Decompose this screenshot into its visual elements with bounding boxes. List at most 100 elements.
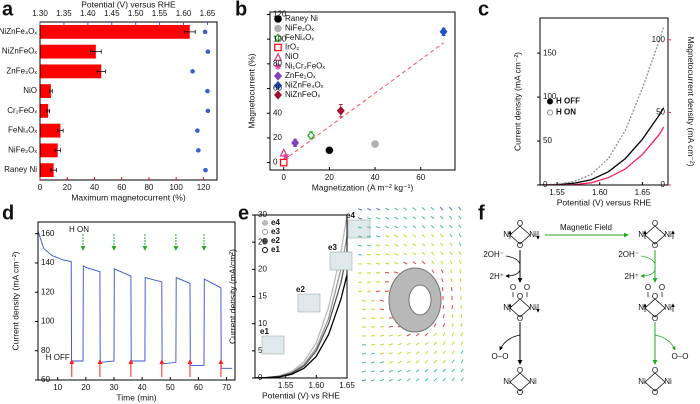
field-arrow [451, 323, 454, 328]
bar [40, 84, 51, 99]
inset [297, 293, 321, 313]
oo-label: O–O [672, 352, 689, 361]
field-arrow [431, 260, 435, 265]
x-tick-label: 0 [38, 183, 43, 192]
x-axis-label: Potential (V) vs RHE [262, 390, 340, 400]
trend-line [283, 42, 444, 161]
field-arrow [379, 361, 384, 364]
field-arrow [403, 207, 408, 211]
field-arrow [460, 377, 464, 382]
potential-dot [203, 167, 208, 173]
field-arrow [406, 342, 411, 346]
category-label: NiO [23, 86, 37, 95]
field-arrow [440, 260, 444, 265]
y-tick-label: 50 [543, 136, 552, 145]
field-arrow [442, 304, 445, 310]
legend-label: NiFe₂Oₓ [285, 24, 314, 33]
field-arrow [388, 361, 393, 364]
x-tick-label: 60 [416, 173, 425, 182]
field-arrow [458, 224, 462, 229]
o-radical: O [524, 283, 530, 292]
y-tick-label: 80 [273, 59, 282, 68]
series-line [540, 107, 665, 185]
field-arrow [433, 332, 437, 337]
magnet-hole [408, 284, 432, 316]
field-arrow [451, 377, 455, 382]
field-arrow [415, 378, 420, 382]
field-arrow [421, 251, 426, 256]
field-arrow [433, 323, 437, 328]
y-tick-label: 100 [41, 317, 55, 326]
field-arrow [451, 341, 455, 346]
field-arrow [460, 332, 464, 337]
field-arrow [394, 252, 399, 256]
potential-dot [195, 128, 200, 133]
o-label: O [652, 314, 658, 323]
field-arrow [449, 233, 453, 238]
potential-dot [205, 108, 211, 114]
field-arrow [406, 360, 411, 364]
field-arrow [403, 252, 408, 256]
o-label: O [652, 241, 658, 250]
y-tick-label: 30 [258, 210, 267, 219]
error-bar [54, 148, 61, 153]
field-arrow [421, 242, 426, 247]
x-tick-label: 40 [90, 183, 99, 192]
error-bar [46, 108, 50, 113]
field-arrow [458, 242, 462, 247]
field-arrow [379, 370, 384, 373]
y-tick-label: 0 [258, 373, 263, 382]
field-arrow [376, 217, 381, 220]
field-arrow [460, 368, 464, 373]
field-arrow [439, 206, 444, 211]
x-tick-label: 1.55 [549, 188, 565, 197]
potential-dot [205, 49, 211, 54]
o-label: O [652, 388, 658, 397]
field-arrow [460, 313, 463, 319]
legend-label: FeNi₄Oₓ [285, 33, 314, 42]
field-arrow [458, 251, 462, 256]
y-tick-label: 10 [258, 319, 267, 328]
ring-bond [644, 225, 666, 245]
field-arrow [424, 378, 429, 382]
legend-label: e4 [271, 218, 280, 227]
field-arrow [440, 269, 444, 274]
field-arrow [366, 253, 372, 256]
ni-label: Ni [638, 230, 646, 239]
o-label: O [652, 219, 658, 228]
o-label: O [517, 241, 523, 250]
field-arrow [415, 369, 420, 373]
field-arrow [388, 378, 393, 382]
legend-marker [274, 80, 282, 91]
y-tick-label: 5 [258, 346, 263, 355]
bar [40, 103, 49, 118]
oh-label: 2OH⁻ [618, 250, 639, 259]
field-arrow [424, 350, 429, 355]
point [325, 146, 334, 155]
field-arrow [449, 260, 453, 265]
y-tick-label: 100 [652, 35, 666, 44]
x-tick-label: 10 [53, 383, 62, 392]
field-arrow [442, 368, 447, 373]
field-arrow [415, 342, 420, 346]
o-label: O [652, 292, 658, 301]
series-line [540, 26, 665, 185]
field-arrow [403, 216, 408, 220]
field-arrow [357, 226, 363, 229]
field-arrow [424, 341, 429, 346]
field-arrow [379, 352, 384, 355]
field-arrow [440, 242, 444, 247]
field-arrow [451, 350, 455, 355]
field-arrow [406, 378, 411, 382]
field-arrow [388, 334, 393, 337]
x-tick-label: 1.65 [200, 9, 216, 18]
field-arrow [397, 342, 402, 346]
panel-label: e [238, 202, 249, 224]
field-arrow [442, 377, 447, 382]
point [291, 138, 300, 148]
ni-label: Ni [638, 303, 646, 312]
x-tick-label: 1.60 [176, 9, 192, 18]
y-tick-label: 60 [273, 84, 282, 93]
field-arrow [412, 261, 417, 265]
error-bar [183, 29, 196, 34]
